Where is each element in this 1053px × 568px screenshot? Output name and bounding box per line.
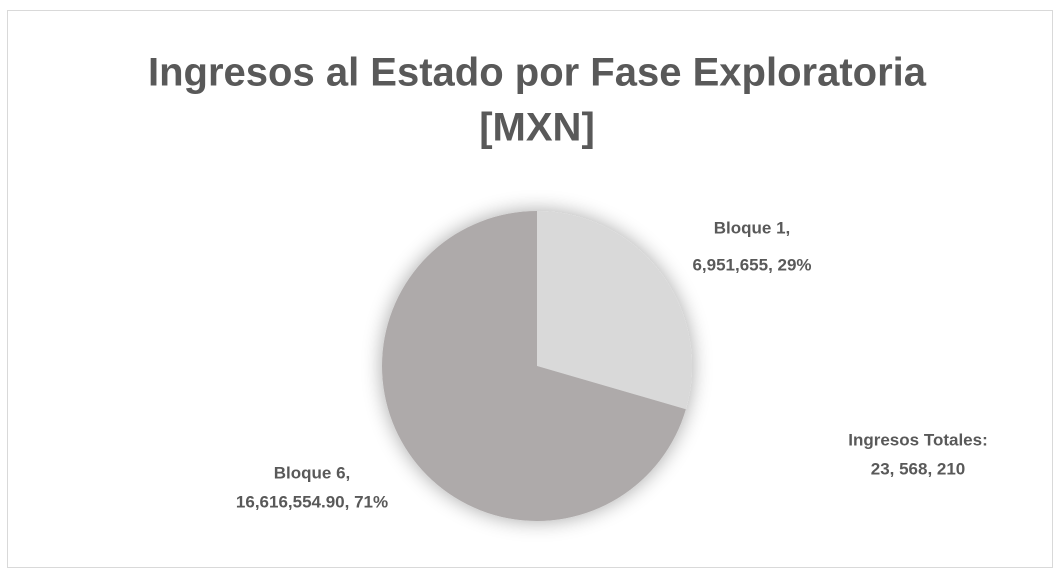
- data-label: Bloque 6,: [274, 463, 351, 482]
- chart-title: [MXN]: [479, 106, 595, 150]
- pie-slice: [382, 211, 686, 521]
- data-label: Bloque 1,: [714, 218, 791, 237]
- annotation: Ingresos Totales:: [848, 430, 988, 449]
- chart-title: Ingresos al Estado por Fase Exploratoria: [148, 51, 927, 95]
- pie: [382, 211, 693, 521]
- pie-slice: [537, 211, 693, 410]
- data-label: 6,951,655, 29%: [692, 255, 811, 274]
- data-label: 16,616,554.90, 71%: [236, 492, 388, 511]
- annotation: 23, 568, 210: [871, 459, 966, 478]
